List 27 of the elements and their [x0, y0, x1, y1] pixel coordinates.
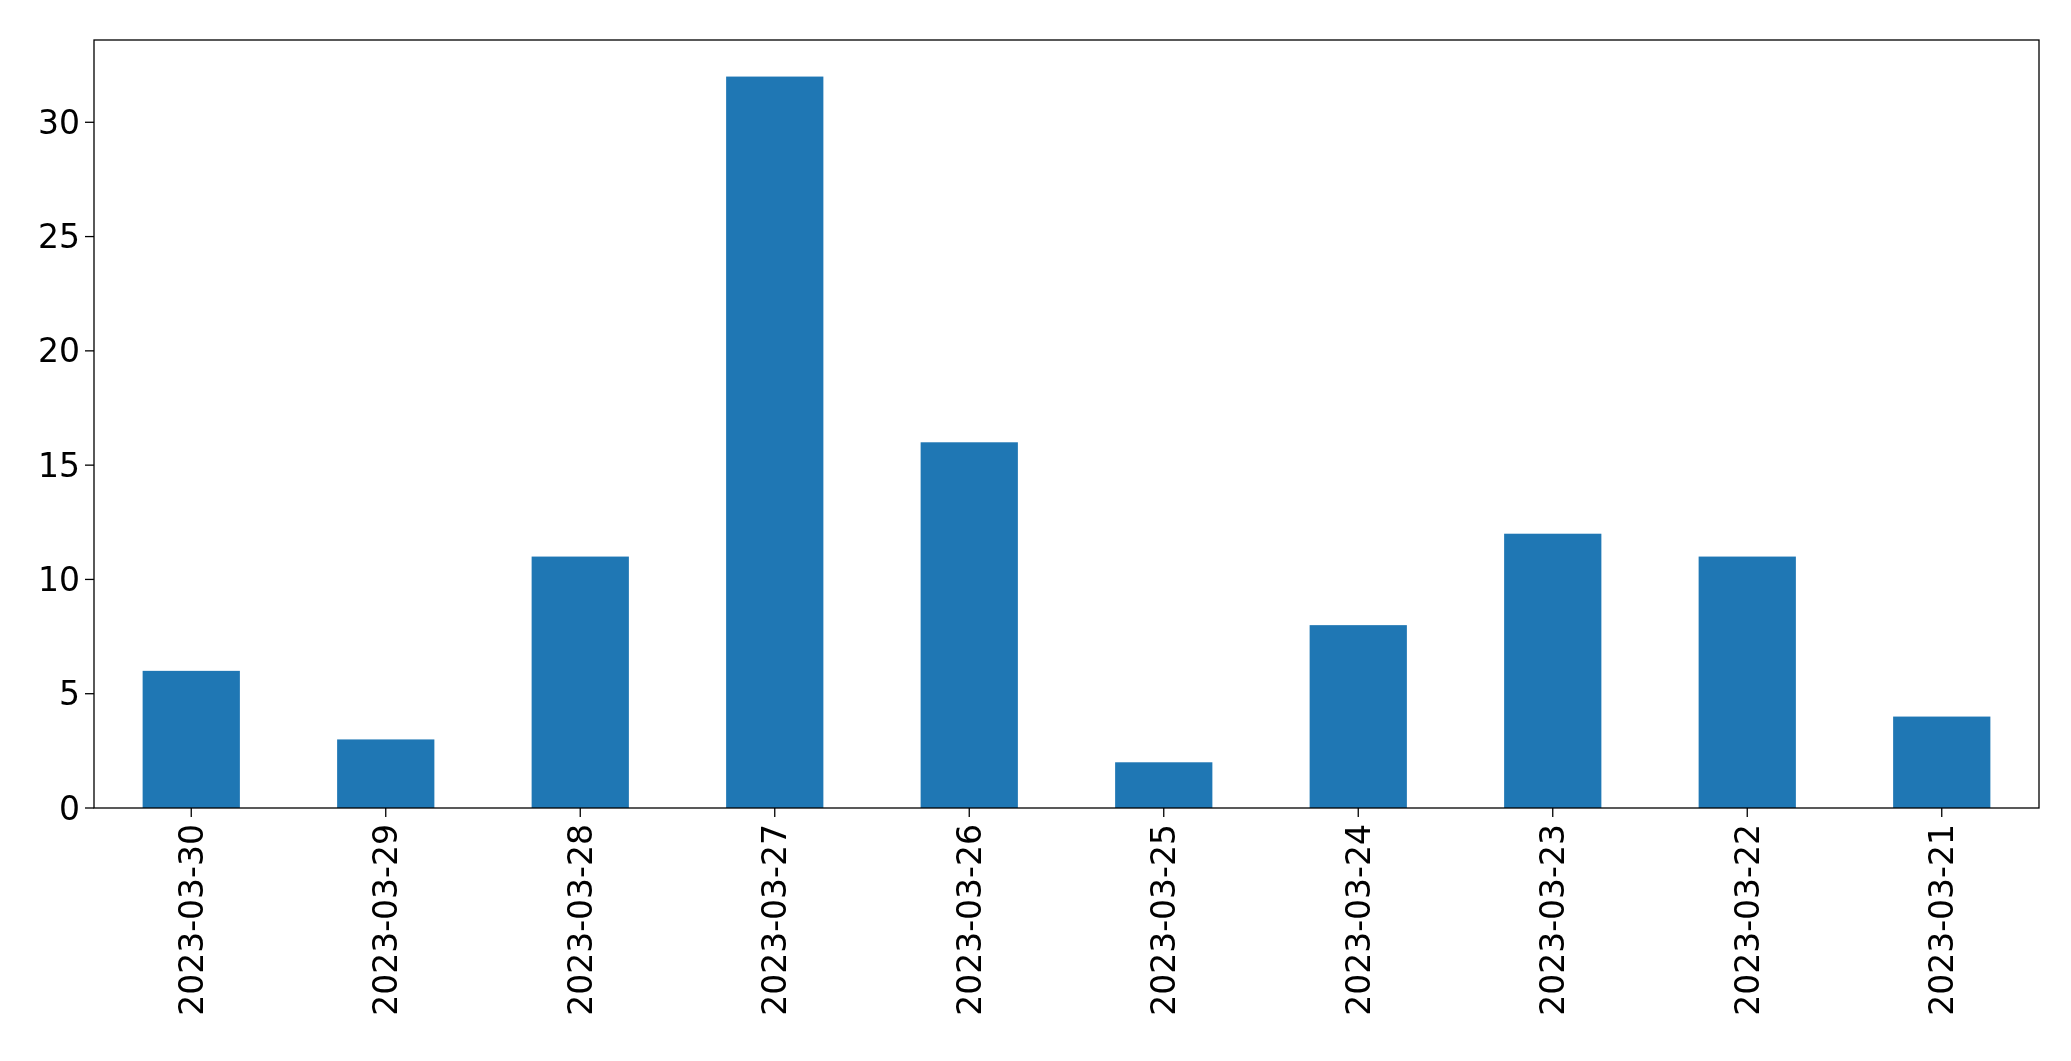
- y-tick-label: 20: [38, 331, 80, 371]
- bar: [142, 670, 240, 808]
- bar: [1115, 762, 1213, 808]
- bar: [1698, 556, 1796, 808]
- x-tick-label: 2023-03-25: [1144, 824, 1184, 1016]
- y-tick-label: 5: [59, 674, 80, 714]
- bar: [531, 556, 629, 808]
- y-tick-label: 10: [38, 559, 80, 599]
- x-tick-label: 2023-03-21: [1922, 824, 1962, 1016]
- y-tick-label: 25: [38, 217, 80, 257]
- bar: [726, 76, 824, 808]
- x-tick-label: 2023-03-30: [171, 824, 211, 1016]
- bar: [1504, 533, 1602, 808]
- y-tick-label: 15: [38, 445, 80, 485]
- bar: [920, 442, 1018, 808]
- bar: [1309, 625, 1407, 808]
- x-tick-label: 2023-03-24: [1338, 824, 1378, 1016]
- x-tick-label: 2023-03-22: [1727, 824, 1767, 1016]
- x-tick-label: 2023-03-23: [1533, 824, 1573, 1016]
- x-tick-label: 2023-03-29: [366, 824, 406, 1016]
- bar: [1893, 716, 1991, 808]
- bar: [337, 739, 435, 808]
- x-tick-label: 2023-03-28: [560, 824, 600, 1016]
- x-tick-label: 2023-03-26: [949, 824, 989, 1016]
- y-tick-label: 0: [59, 788, 80, 828]
- y-tick-label: 30: [38, 102, 80, 142]
- x-tick-label: 2023-03-27: [755, 824, 795, 1016]
